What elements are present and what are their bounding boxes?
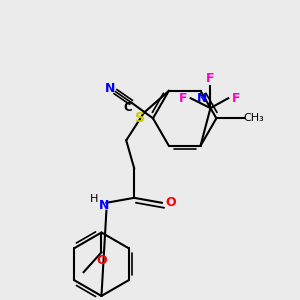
Text: C: C xyxy=(124,101,133,114)
Text: S: S xyxy=(135,111,145,124)
Text: O: O xyxy=(96,254,107,267)
Text: F: F xyxy=(206,72,215,85)
Text: CH₃: CH₃ xyxy=(244,113,264,123)
Text: N: N xyxy=(99,199,110,212)
Text: F: F xyxy=(232,92,240,105)
Text: N: N xyxy=(197,92,208,105)
Text: N: N xyxy=(105,82,116,95)
Text: O: O xyxy=(166,196,176,209)
Text: H: H xyxy=(90,194,99,204)
Text: F: F xyxy=(178,92,187,105)
